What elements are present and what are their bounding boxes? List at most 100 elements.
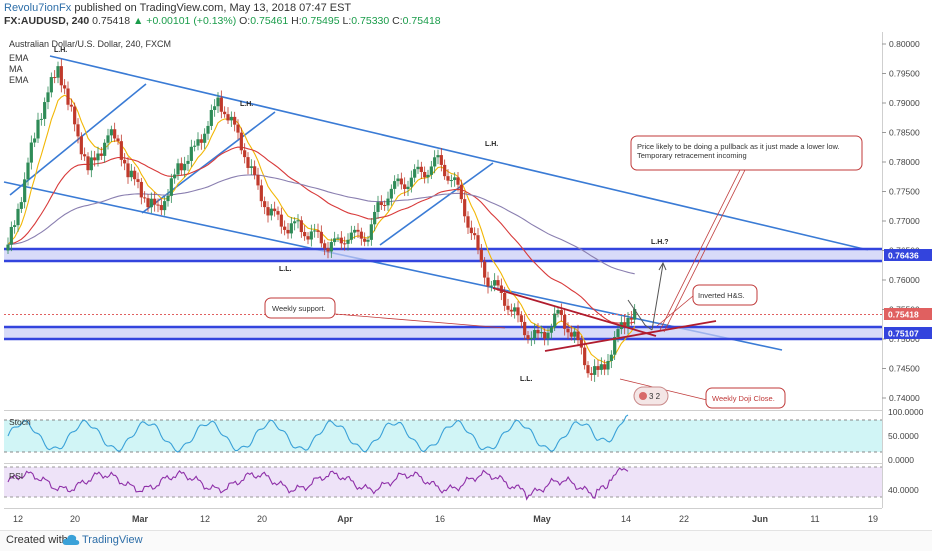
candle-body	[176, 163, 180, 175]
channel-lower-line	[3, 181, 783, 351]
stoch-pane-label[interactable]: Stoch	[9, 417, 31, 427]
callout-weekly-support[interactable]: Weekly support.	[264, 297, 336, 319]
time-tick-label: 11	[810, 514, 819, 524]
doji-text: Weekly Doji Close.	[712, 394, 775, 403]
candle-body	[459, 184, 463, 200]
callout-inverted-hs[interactable]: Inverted H&S.	[692, 284, 758, 306]
callout-top[interactable]: Price likely to be doing a pullback as i…	[630, 135, 863, 171]
high-label: H:	[291, 15, 302, 27]
candle-body	[359, 231, 363, 239]
event-badge[interactable]: 3 2	[633, 386, 669, 406]
inverted-hs-text: Inverted H&S.	[698, 291, 745, 300]
candle-body	[386, 198, 390, 206]
rsi-pane-label[interactable]: RSI	[9, 471, 23, 481]
candle-body	[516, 307, 520, 316]
candle-body	[239, 132, 243, 151]
candle-body	[93, 157, 97, 161]
time-tick-label: 20	[257, 514, 267, 524]
candle-body	[43, 102, 47, 119]
candle-body	[209, 109, 213, 126]
time-tick-label: May	[533, 514, 551, 524]
candle-body	[333, 238, 337, 243]
candle-body	[306, 236, 310, 240]
price-tick-label: 0.77500	[889, 187, 920, 197]
close-label: C:	[392, 15, 403, 27]
candle-body	[396, 178, 400, 182]
candle-body	[113, 129, 117, 139]
candle-body	[413, 169, 417, 178]
candle-body	[556, 310, 560, 314]
inner-trendline	[379, 162, 494, 246]
author-link[interactable]: Revolu7ionFx	[4, 2, 72, 14]
time-tick-label: 16	[435, 514, 445, 524]
candle-body	[313, 230, 317, 232]
flag-icon	[639, 392, 647, 400]
time-axis[interactable]: 12 20 Mar 12 20 Apr 16 May 14 22 Jun 11 19	[13, 514, 878, 524]
badge-text: 3 2	[649, 392, 661, 401]
candle-body	[523, 321, 527, 336]
candle-body	[136, 179, 140, 182]
candle-body	[519, 315, 523, 322]
low-label: L:	[342, 15, 352, 27]
candle-body	[493, 280, 497, 286]
candle-body	[253, 166, 257, 175]
indicator-ma-label[interactable]: MA	[9, 64, 23, 74]
up-arrow	[651, 263, 664, 331]
candle-body	[283, 226, 287, 230]
candle-body	[166, 195, 170, 202]
candle-body	[443, 164, 447, 177]
candle-body	[316, 230, 320, 232]
indicator-ema-label[interactable]: EMA	[9, 53, 29, 63]
candle-body	[203, 133, 207, 143]
candle-body	[179, 163, 183, 171]
stoch-axis-tick: 50.0000	[888, 431, 919, 441]
candle-body	[236, 124, 240, 133]
price-chart[interactable]: Price likely to be doing a pullback as i…	[0, 30, 932, 530]
price-tick-label: 0.76000	[889, 275, 920, 285]
candle-body	[589, 373, 593, 375]
ema-slow-line	[7, 146, 635, 324]
candle-body	[139, 181, 143, 198]
lh-label: L.H.	[240, 101, 253, 108]
candle-body	[146, 198, 150, 208]
created-with-text: Created with	[6, 534, 68, 546]
candle-body	[463, 199, 467, 217]
price-axis[interactable]: 0.80000 0.79500 0.79000 0.78500 0.78000 0.775…	[882, 39, 920, 403]
callout-doji[interactable]: Weekly Doji Close.	[705, 387, 786, 409]
candle-body	[469, 227, 473, 234]
neckline-lower	[544, 320, 717, 352]
open-value: 0.75461	[250, 15, 289, 27]
stoch-band	[4, 420, 882, 452]
projection-arrows	[627, 261, 667, 331]
price-tag-support: 0.75107	[884, 327, 932, 339]
candle-body	[96, 153, 100, 161]
candle-body	[596, 366, 600, 370]
publish-info: published on TradingView.com, May 13, 20…	[74, 2, 352, 14]
candle-body	[329, 242, 333, 252]
time-tick-label: 19	[868, 514, 878, 524]
candle-body	[393, 181, 397, 189]
candle-body	[103, 142, 107, 156]
time-tick-label: 12	[200, 514, 210, 524]
candle-body	[423, 171, 427, 178]
tradingview-brand[interactable]: TradingView	[82, 534, 143, 546]
candle-body	[143, 197, 147, 199]
price-change: ▲ +0.00101 (+0.13%)	[133, 15, 237, 27]
candle-body	[266, 207, 270, 216]
candle-body	[223, 111, 227, 115]
ll-label: L.L.	[520, 376, 532, 383]
candle-body	[246, 157, 250, 168]
candle-body	[613, 336, 617, 355]
indicator-ema2-label[interactable]: EMA	[9, 75, 29, 85]
candle-body	[569, 332, 573, 337]
candle-body	[279, 214, 283, 227]
candle-body	[293, 221, 297, 224]
channel-upper-line	[49, 55, 869, 251]
price-tick-label: 0.80000	[889, 39, 920, 49]
ma-line	[7, 174, 635, 275]
candle-body	[99, 153, 103, 156]
candle-body	[289, 223, 293, 234]
candle-body	[13, 225, 17, 227]
candle-body	[426, 174, 430, 178]
main-pane[interactable]	[4, 32, 882, 410]
